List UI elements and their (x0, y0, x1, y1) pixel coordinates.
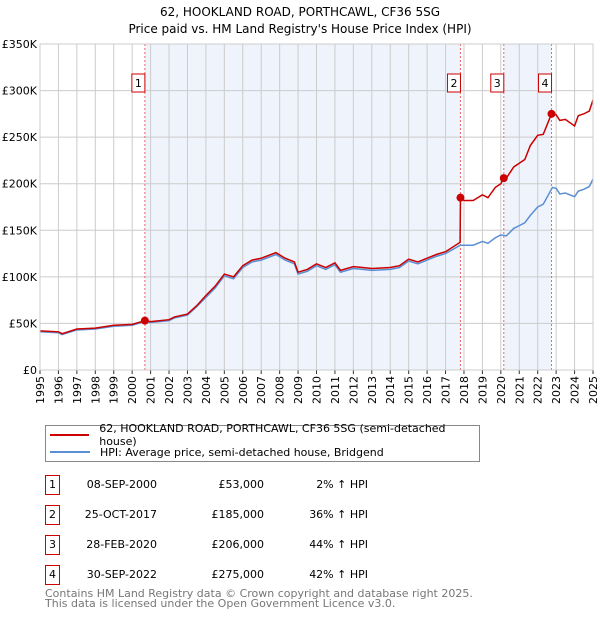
sale-label: 4 (542, 77, 549, 90)
shaded-period (144, 44, 461, 370)
x-tick-label: 2019 (476, 376, 489, 404)
sale-point (547, 109, 556, 118)
x-tick-label: 2023 (550, 376, 563, 404)
sale-label-box (538, 73, 553, 93)
legend-item-property: 62, HOOKLAND ROAD, PORTHCAWL, CF36 5SG (… (50, 422, 479, 448)
x-tick-label: 2024 (569, 376, 582, 404)
legend-swatch-red (50, 434, 90, 436)
y-tick-label: £250K (2, 131, 38, 144)
sale-vs-hpi: 2% ↑ HPI (316, 478, 368, 491)
footer-line: Contains HM Land Registry data © Crown c… (45, 587, 473, 600)
chart-subtitle: Price paid vs. HM Land Registry's House … (128, 22, 471, 36)
sale-price: £275,000 (211, 568, 265, 581)
sale-label: 1 (135, 77, 142, 90)
sale-number-badge: 1 (45, 475, 60, 495)
plot-frame (39, 43, 594, 371)
x-tick-label: 1997 (71, 376, 84, 404)
sale-date: 30-SEP-2022 (86, 568, 157, 581)
x-tick-label: 2015 (403, 376, 416, 404)
sale-date: 25-OCT-2017 (84, 508, 157, 521)
x-tick-label: 2006 (237, 376, 250, 404)
sale-price: £185,000 (211, 508, 265, 521)
sale-label-box (446, 73, 461, 93)
x-tick-label: 2014 (384, 376, 397, 404)
x-tick-label: 2011 (329, 376, 342, 404)
x-tick-label: 2017 (440, 376, 453, 404)
sale-number-badge: 4 (45, 565, 60, 585)
x-tick-label: 2003 (181, 376, 194, 404)
x-tick-label: 2025 (587, 376, 600, 404)
y-tick-label: £200K (2, 178, 38, 191)
sale-price: £53,000 (218, 478, 265, 491)
sale-label: 2 (450, 77, 457, 90)
legend-item-hpi: HPI: Average price, semi-detached house,… (50, 444, 384, 460)
sale-date: 28-FEB-2020 (86, 538, 157, 551)
sale-point (499, 174, 508, 183)
x-tick-label: 2004 (200, 376, 213, 404)
y-tick-label: £350K (2, 38, 38, 51)
x-tick-label: 2007 (255, 376, 268, 404)
y-tick-label: £100K (2, 271, 38, 284)
footer-line: This data is licensed under the Open Gov… (45, 597, 396, 610)
x-tick-label: 2016 (421, 376, 434, 404)
x-tick-label: 1995 (34, 376, 47, 404)
y-tick-label: £150K (2, 224, 38, 237)
sale-number-badge: 3 (45, 535, 60, 555)
legend-label: HPI: Average price, semi-detached house,… (100, 445, 384, 459)
x-tick-label: 2002 (163, 376, 176, 404)
footer: Contains HM Land Registry data © Crown c… (45, 587, 473, 610)
x-tick-label: 2021 (513, 376, 526, 404)
x-tick-label: 2009 (292, 376, 305, 404)
hpi-line (39, 178, 594, 336)
sale-label-box (131, 73, 146, 93)
x-tick-label: 2013 (366, 376, 379, 404)
x-tick-label: 2005 (218, 376, 231, 404)
x-tick-label: 2010 (311, 376, 324, 404)
x-tick-label: 2001 (145, 376, 158, 404)
chart-title: 62, HOOKLAND ROAD, PORTHCAWL, CF36 5SG (160, 5, 440, 19)
sale-point (140, 316, 149, 325)
y-tick-label: £50K (9, 317, 38, 330)
y-tick-label: £300K (2, 85, 38, 98)
sale-point (456, 193, 465, 202)
legend-label: 62, HOOKLAND ROAD, PORTHCAWL, CF36 5SG (… (99, 422, 446, 448)
sale-price: £206,000 (211, 538, 265, 551)
shaded-period (503, 44, 552, 370)
x-tick-label: 1999 (108, 376, 121, 404)
legend-swatch-blue (50, 451, 90, 453)
x-tick-label: 2008 (274, 376, 287, 404)
sale-vs-hpi: 44% ↑ HPI (309, 538, 368, 551)
price-chart: 62, HOOKLAND ROAD, PORTHCAWL, CF36 5SG P… (2, 5, 600, 404)
x-tick-label: 1998 (89, 376, 102, 404)
x-tick-label: 2018 (458, 376, 471, 404)
sale-vs-hpi: 36% ↑ HPI (309, 508, 368, 521)
sale-label: 3 (494, 77, 501, 90)
x-tick-label: 2000 (126, 376, 139, 404)
legend: 62, HOOKLAND ROAD, PORTHCAWL, CF36 5SG (… (45, 422, 480, 462)
y-tick-label: £0 (23, 364, 37, 377)
sale-date: 08-SEP-2000 (86, 478, 157, 491)
sale-label-box (490, 73, 505, 93)
property-price-line (39, 99, 594, 335)
x-tick-label: 2022 (532, 376, 545, 404)
sale-vs-hpi: 42% ↑ HPI (309, 568, 368, 581)
x-tick-label: 1996 (52, 376, 65, 404)
x-tick-label: 2020 (495, 376, 508, 404)
sale-number-badge: 2 (45, 505, 60, 525)
x-tick-label: 2012 (347, 376, 360, 404)
